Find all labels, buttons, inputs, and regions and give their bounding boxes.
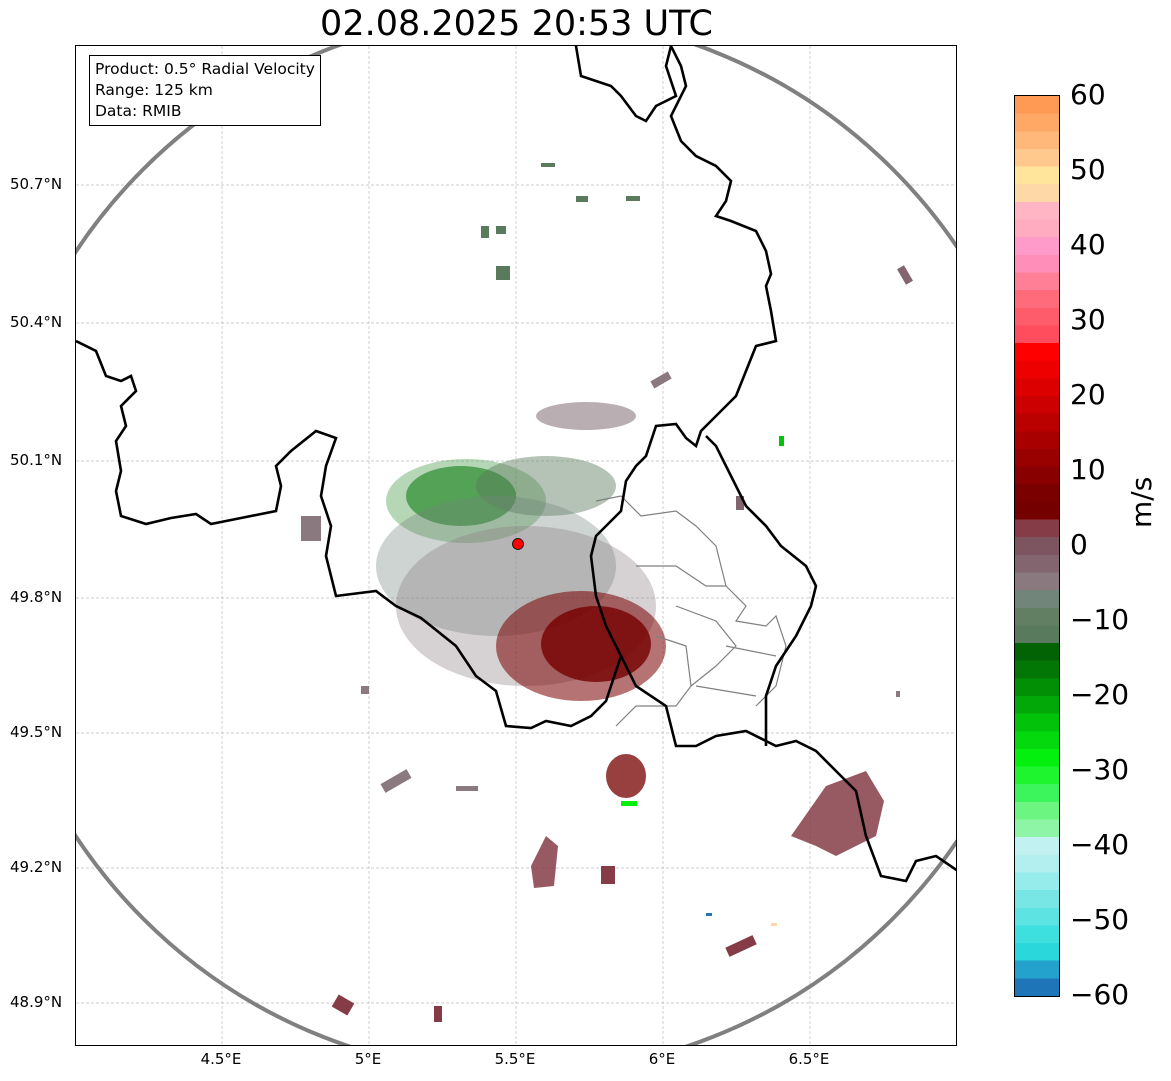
colorbar-tick-label: −20 [1070,678,1130,711]
colorbar-tick-label: 20 [1070,378,1106,411]
chart-title: 02.08.2025 20:53 UTC [320,4,713,44]
colorbar-tick-label: 30 [1070,303,1106,336]
map-canvas [76,46,956,1045]
colorbar-tick-label: 60 [1070,78,1106,111]
lon-label: 4.5°E [200,1050,242,1068]
lon-label: 6.5°E [788,1050,830,1068]
lat-label: 50.7°N [10,175,63,193]
lat-label: 50.1°N [10,451,63,469]
admin-lines [595,495,787,727]
radar-site-marker [512,538,524,550]
lat-label: 48.9°N [10,993,63,1011]
colorbar-tick-label: −50 [1070,903,1130,936]
colorbar [1014,95,1060,997]
radar-echoes [301,163,913,1022]
colorbar-tick-label: −30 [1070,753,1130,786]
colorbar-tick-label: 40 [1070,228,1106,261]
lon-label: 5.5°E [494,1050,536,1068]
lat-label: 50.4°N [10,313,63,331]
colorbar-tick-label: −40 [1070,828,1130,861]
info-range: Range: 125 km [95,81,213,99]
lat-label: 49.8°N [10,588,63,606]
lat-label: 49.5°N [10,723,63,741]
colorbar-tick-label: −10 [1070,603,1130,636]
radar-map [75,45,957,1046]
colorbar-tick-label: 10 [1070,453,1106,486]
info-box: Product: 0.5° Radial Velocity Range: 125… [89,55,321,126]
info-data-source: Data: RMIB [95,102,182,120]
colorbar-tick-label: 50 [1070,153,1106,186]
info-product: Product: 0.5° Radial Velocity [95,60,315,78]
lon-label: 5°E [354,1050,382,1068]
lon-label: 6°E [648,1050,676,1068]
colorbar-unit: m/s [1125,476,1158,528]
colorbar-tick-label: 0 [1070,528,1088,561]
colorbar-tick-label: −60 [1070,978,1130,1011]
country-borders [76,46,956,883]
lat-label: 49.2°N [10,858,63,876]
